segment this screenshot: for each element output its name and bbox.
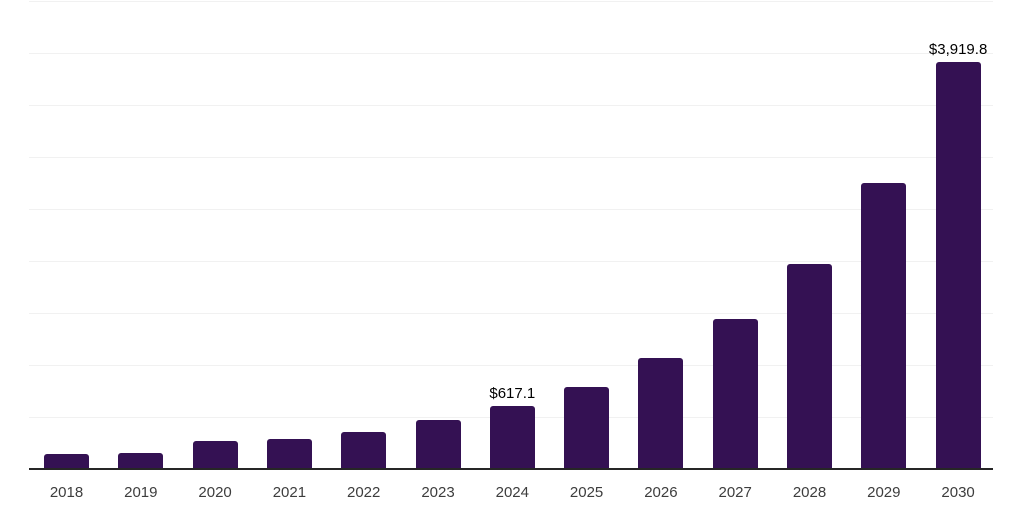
bar-2027 <box>712 319 758 470</box>
gridline-3000 <box>29 157 993 158</box>
bar-2021 <box>266 439 312 470</box>
x-tick-2030: 2030 <box>941 484 975 501</box>
x-tick-2019: 2019 <box>124 484 158 501</box>
bar-2023 <box>415 419 461 470</box>
value-label-2024: $617.1 <box>489 384 536 402</box>
x-tick-2020: 2020 <box>198 484 232 501</box>
x-tick-2027: 2027 <box>718 484 752 501</box>
x-tick-2024: 2024 <box>495 484 529 501</box>
bar-2022 <box>341 432 387 470</box>
bar-2030 <box>935 62 981 470</box>
x-axis-line <box>29 468 993 470</box>
gridline-4000 <box>29 53 993 54</box>
gridline-1000 <box>29 365 993 366</box>
gridline-2000 <box>29 261 993 262</box>
bar-2026 <box>638 358 684 470</box>
bar-2018 <box>44 453 89 470</box>
x-tick-2022: 2022 <box>347 484 381 501</box>
bar-2019 <box>118 452 164 470</box>
x-tick-2021: 2021 <box>272 484 307 501</box>
x-tick-2029: 2029 <box>867 484 901 501</box>
x-tick-2028: 2028 <box>792 484 827 501</box>
bar-2025 <box>564 386 610 470</box>
gridline-2500 <box>29 209 993 210</box>
bar-2028 <box>787 264 832 470</box>
x-tick-2026: 2026 <box>644 484 678 501</box>
x-tick-2018: 2018 <box>49 484 84 501</box>
bar-2029 <box>861 182 907 470</box>
x-tick-2025: 2025 <box>569 484 604 501</box>
gridline-4500 <box>29 1 993 2</box>
bar-2024 <box>489 405 535 470</box>
plot-area <box>29 0 993 470</box>
x-tick-2023: 2023 <box>421 484 455 501</box>
gridline-3500 <box>29 105 993 106</box>
value-label-2030: $3,919.8 <box>928 41 988 59</box>
bar-2020 <box>192 440 238 470</box>
gridline-1500 <box>29 313 993 314</box>
